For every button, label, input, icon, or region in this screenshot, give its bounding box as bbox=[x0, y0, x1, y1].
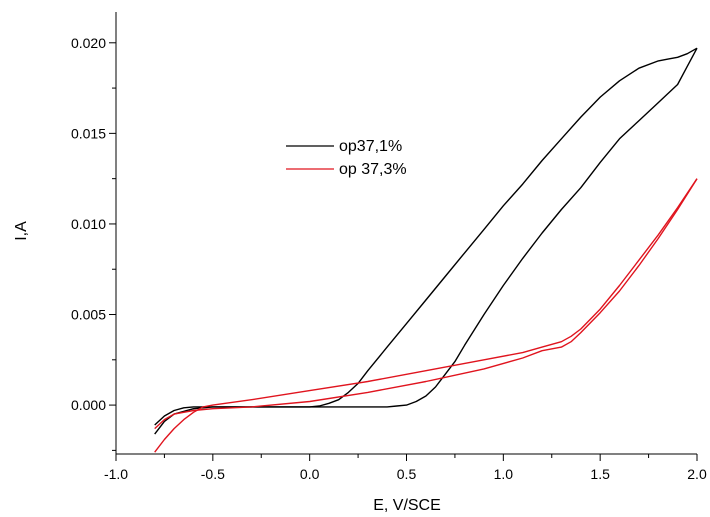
series-line-1-1 bbox=[154, 178, 698, 430]
x-axis-ticks: -1.0 -0.5 0.0 0.5 1.0 1.5 2.0 bbox=[104, 454, 707, 482]
x-tick-label: 1.5 bbox=[590, 466, 610, 482]
y-tick-label: 0.000 bbox=[71, 397, 106, 413]
series-line-0-0 bbox=[154, 47, 698, 426]
y-axis-ticks: 0.000 0.005 0.010 0.015 0.020 bbox=[71, 35, 116, 451]
x-tick-label: -0.5 bbox=[201, 466, 225, 482]
y-axis-title: I,A bbox=[13, 221, 30, 241]
series-line-0-1 bbox=[154, 47, 698, 435]
y-tick-label: 0.020 bbox=[71, 35, 106, 51]
series-line-1-0 bbox=[154, 178, 698, 453]
y-tick-label: 0.015 bbox=[71, 125, 106, 141]
x-tick-label: 0.5 bbox=[397, 466, 417, 482]
x-axis-title: E, V/SCE bbox=[373, 497, 441, 514]
x-tick-label: -1.0 bbox=[104, 466, 128, 482]
y-tick-label: 0.010 bbox=[71, 216, 106, 232]
x-tick-label: 1.0 bbox=[494, 466, 514, 482]
x-tick-label: 0.0 bbox=[300, 466, 320, 482]
legend-label-op37-1: op37,1% bbox=[339, 138, 402, 155]
axes bbox=[115, 12, 697, 455]
plot-lines bbox=[154, 47, 698, 453]
x-tick-label: 2.0 bbox=[687, 466, 707, 482]
legend: op37,1% op 37,3% bbox=[286, 138, 407, 178]
legend-label-op37-3: op 37,3% bbox=[339, 161, 407, 178]
y-tick-label: 0.005 bbox=[71, 307, 106, 323]
